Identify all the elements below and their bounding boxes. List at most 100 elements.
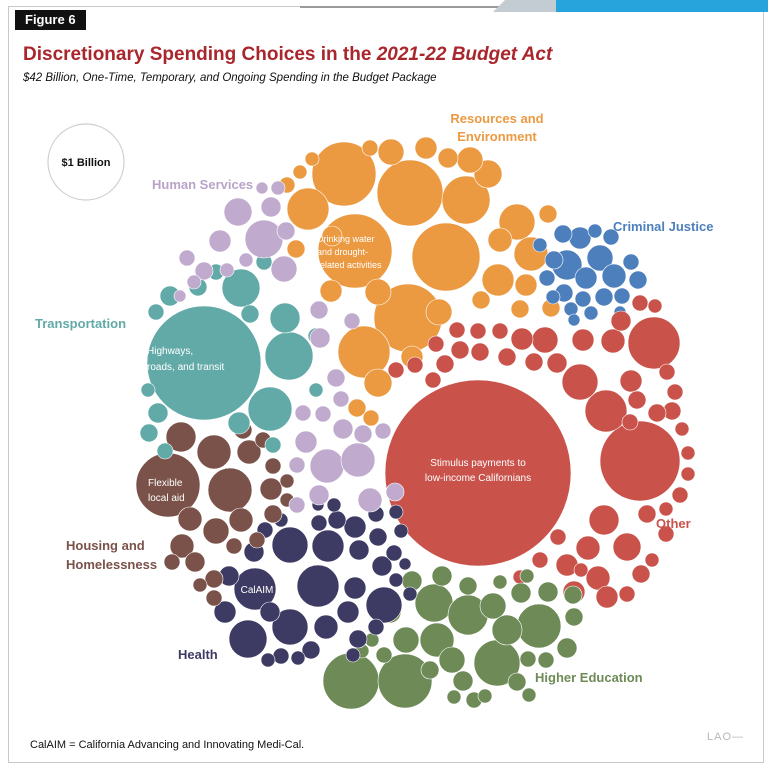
bubble-criminal-51 bbox=[587, 223, 603, 239]
bubble-health-163 bbox=[348, 629, 368, 649]
bubble-higher-ed-124 bbox=[458, 576, 478, 596]
bubble-higher-ed-144 bbox=[477, 688, 493, 704]
bubble-health-177 bbox=[402, 586, 418, 602]
bubble-transportation-222 bbox=[308, 382, 324, 398]
bubble-criminal-52 bbox=[583, 305, 599, 321]
bubble-criminal-46 bbox=[594, 287, 614, 307]
bubble-label-drinking-3: related activities bbox=[317, 260, 382, 270]
bubble-other-58 bbox=[384, 379, 572, 567]
bubble-criminal-43 bbox=[538, 269, 556, 287]
bubble-resources-14 bbox=[481, 263, 515, 297]
bubble-resources-6 bbox=[414, 136, 438, 160]
bubble-resources-16 bbox=[514, 273, 538, 297]
bubble-higher-ed-115 bbox=[516, 603, 562, 649]
bubble-criminal-39 bbox=[574, 266, 598, 290]
bubble-transportation-207 bbox=[264, 331, 314, 381]
bubble-human-services-253 bbox=[385, 482, 405, 502]
bubble-resources-23 bbox=[364, 278, 392, 306]
bubble-health-145 bbox=[233, 567, 277, 611]
bubble-human-services-238 bbox=[255, 181, 269, 195]
bubble-health-176 bbox=[388, 504, 404, 520]
bubble-health-167 bbox=[290, 650, 306, 666]
chart-subtitle: $42 Billion, One-Time, Temporary, and On… bbox=[23, 72, 437, 84]
bubble-housing-195 bbox=[204, 569, 224, 589]
bubble-label-flexible-2: local aid bbox=[148, 493, 185, 504]
bubble-resources-4 bbox=[456, 146, 484, 174]
bubble-health-171 bbox=[385, 544, 403, 562]
bubble-transportation-209 bbox=[269, 302, 301, 334]
bubble-other-99 bbox=[637, 504, 657, 524]
bubble-higher-ed-133 bbox=[537, 651, 555, 669]
bubble-label-highways-1: Highways, bbox=[147, 346, 193, 357]
chart-title-emphasis: 2021-22 Budget Act bbox=[376, 44, 553, 65]
bubble-other-105 bbox=[531, 551, 549, 569]
bubble-criminal-49 bbox=[622, 253, 640, 271]
bubble-health-149 bbox=[228, 619, 268, 659]
group-label-resources: Resources and bbox=[450, 111, 543, 126]
bubble-higher-ed-120 bbox=[392, 626, 420, 654]
bubble-criminal-45 bbox=[574, 290, 592, 308]
bubble-human-services-228 bbox=[208, 229, 232, 253]
bubble-criminal-56 bbox=[532, 237, 548, 253]
bubble-human-services-241 bbox=[326, 368, 346, 388]
bubble-human-services-230 bbox=[194, 261, 214, 281]
bubble-other-74 bbox=[546, 352, 568, 374]
bubble-transportation-214 bbox=[139, 423, 159, 443]
group-label-human-services: Human Services bbox=[152, 177, 253, 192]
reference-bubble-label: $1 Billion bbox=[62, 157, 111, 169]
bubble-human-services-232 bbox=[186, 274, 202, 290]
bubble-transportation-219 bbox=[140, 382, 156, 398]
bubble-other-63 bbox=[588, 504, 620, 536]
bubble-criminal-40 bbox=[568, 226, 592, 250]
bubble-health-166 bbox=[260, 652, 276, 668]
bubble-layer bbox=[135, 136, 696, 710]
bubble-higher-ed-114 bbox=[414, 583, 454, 623]
reference-bubble bbox=[47, 123, 125, 201]
bubble-human-services-242 bbox=[332, 390, 350, 408]
bubble-human-services-248 bbox=[288, 496, 306, 514]
bubble-transportation-220 bbox=[147, 303, 165, 321]
bubble-health-156 bbox=[348, 539, 370, 561]
bubble-other-69 bbox=[595, 585, 619, 609]
bubble-higher-ed-123 bbox=[431, 565, 453, 587]
bubble-other-100 bbox=[657, 525, 675, 543]
bubble-health-164 bbox=[301, 640, 321, 660]
bubble-health-170 bbox=[388, 572, 404, 588]
bubble-transportation-206 bbox=[146, 305, 262, 421]
bubble-health-169 bbox=[367, 618, 385, 636]
bubble-higher-ed-128 bbox=[510, 582, 532, 604]
bubble-label-calaim: CalAIM bbox=[241, 585, 274, 596]
corner-accent-blue bbox=[556, 0, 768, 12]
bubble-resources-32 bbox=[286, 239, 306, 259]
credit-mark: LAO— bbox=[707, 731, 745, 743]
bubble-other-109 bbox=[387, 361, 405, 379]
bubble-other-65 bbox=[575, 535, 601, 561]
bubble-housing-190 bbox=[263, 504, 283, 524]
bubble-health-160 bbox=[213, 600, 237, 624]
bubble-higher-ed-135 bbox=[507, 672, 527, 692]
bubble-transportation-211 bbox=[227, 411, 251, 435]
bubble-other-77 bbox=[470, 342, 490, 362]
bubble-health-147 bbox=[271, 526, 309, 564]
bubble-other-101 bbox=[631, 564, 651, 584]
bubble-health-159 bbox=[259, 601, 281, 623]
bubble-resources-1 bbox=[376, 159, 444, 227]
bubble-other-80 bbox=[491, 322, 509, 340]
bubble-human-services-255 bbox=[294, 404, 312, 422]
bubble-other-98 bbox=[658, 501, 674, 517]
bubble-other-70 bbox=[531, 326, 559, 354]
bubble-other-81 bbox=[469, 322, 487, 340]
bubble-criminal-48 bbox=[628, 270, 648, 290]
bubble-label-highways-2: roads, and transit bbox=[147, 362, 224, 373]
bubble-human-services-233 bbox=[219, 262, 235, 278]
bubble-housing-187 bbox=[236, 439, 262, 465]
bubble-resources-15 bbox=[487, 227, 513, 253]
bubble-other-86 bbox=[631, 294, 649, 312]
bubble-resources-19 bbox=[337, 325, 391, 379]
bubble-higher-ed-143 bbox=[492, 574, 508, 590]
bubble-housing-200 bbox=[264, 457, 282, 475]
bubble-human-services-239 bbox=[309, 327, 331, 349]
bubble-higher-ed-126 bbox=[452, 670, 474, 692]
bubble-higher-ed-136 bbox=[521, 687, 537, 703]
